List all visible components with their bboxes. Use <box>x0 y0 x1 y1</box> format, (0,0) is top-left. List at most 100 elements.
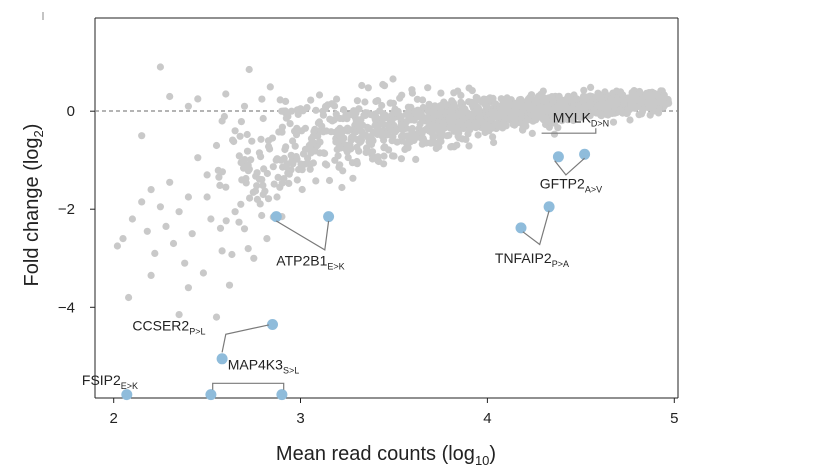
data-point <box>306 165 314 173</box>
data-point <box>263 169 271 178</box>
data-point <box>289 160 297 168</box>
data-point <box>378 101 386 110</box>
data-point <box>435 112 443 120</box>
data-point <box>491 121 499 129</box>
data-point <box>432 144 440 152</box>
data-point <box>293 155 301 163</box>
data-point <box>416 120 424 128</box>
data-point <box>612 98 621 106</box>
data-point <box>419 96 427 104</box>
data-point <box>242 174 250 183</box>
data-point <box>472 93 480 101</box>
data-point <box>368 155 377 163</box>
data-point <box>247 156 255 164</box>
data-point <box>430 108 438 116</box>
data-point <box>259 181 267 189</box>
data-point <box>374 97 382 105</box>
highlighted-point-atp2b1 <box>323 211 335 223</box>
data-point <box>419 134 427 142</box>
highlighted-point-fsip2 <box>121 389 133 401</box>
data-point <box>635 111 643 119</box>
data-point <box>257 135 265 143</box>
data-point <box>564 116 572 124</box>
data-point <box>310 127 318 135</box>
data-point <box>339 167 347 175</box>
data-point <box>125 293 133 302</box>
data-point <box>405 136 413 145</box>
data-point <box>398 91 406 99</box>
data-point <box>156 203 164 211</box>
data-point <box>369 128 377 137</box>
data-point <box>284 112 292 120</box>
data-point <box>263 235 271 243</box>
data-point <box>336 161 344 169</box>
data-point <box>393 138 401 146</box>
data-point <box>502 102 510 110</box>
data-point <box>613 87 621 95</box>
y-axis-ticks: 0 −2 −4 <box>58 103 95 316</box>
data-point <box>244 245 252 253</box>
leader-line-gftp2 <box>554 157 585 176</box>
data-point <box>629 104 638 112</box>
data-point <box>243 130 251 139</box>
data-point <box>447 122 456 130</box>
data-point <box>229 136 237 144</box>
data-point <box>321 160 329 168</box>
highlighted-point-ccser2 <box>216 353 228 365</box>
data-point <box>509 102 518 110</box>
data-point <box>270 180 278 188</box>
data-point <box>353 97 361 105</box>
data-point <box>358 81 366 90</box>
data-point <box>222 183 230 191</box>
data-point <box>346 126 354 134</box>
data-point <box>220 112 228 121</box>
data-point <box>489 133 497 141</box>
data-point <box>188 230 196 238</box>
data-point <box>253 169 261 177</box>
data-point <box>162 222 170 230</box>
data-point <box>522 122 530 130</box>
data-point <box>307 96 315 104</box>
data-point <box>166 178 174 186</box>
data-point <box>385 146 393 154</box>
gene-label-ccser2: CCSER2P>L <box>132 317 205 336</box>
data-point <box>258 95 266 103</box>
annotation-labels: MYLKD>N GFTP2A>V TNFAIP2P>A ATP2B1E>K CCSER2… <box>82 109 609 390</box>
data-point <box>417 110 425 118</box>
data-point <box>218 247 226 255</box>
highlighted-point-ccser2 <box>267 319 278 330</box>
data-point <box>367 111 375 119</box>
data-point <box>636 96 644 104</box>
data-point <box>306 160 314 168</box>
data-point <box>259 114 267 123</box>
data-point <box>349 174 357 182</box>
data-point <box>591 107 599 115</box>
data-point <box>367 148 375 156</box>
data-point <box>207 215 215 223</box>
data-point <box>281 145 289 154</box>
data-point <box>587 83 595 91</box>
data-point <box>286 120 294 128</box>
data-point <box>357 121 365 129</box>
data-point <box>113 242 121 250</box>
data-point <box>644 93 652 101</box>
data-point <box>307 149 315 157</box>
gene-label-fsip2: FSIP2E>K <box>82 372 138 391</box>
data-point <box>240 102 249 110</box>
data-point <box>245 65 253 74</box>
data-point <box>312 177 320 185</box>
data-point <box>550 130 559 138</box>
data-point <box>199 269 207 277</box>
data-point <box>563 105 571 113</box>
data-point <box>215 173 223 181</box>
data-point <box>471 109 479 117</box>
data-point <box>291 142 299 150</box>
data-point <box>222 217 230 225</box>
data-point <box>147 271 155 279</box>
data-point <box>412 155 420 163</box>
data-point <box>298 127 306 135</box>
data-point <box>437 89 445 97</box>
data-point <box>377 119 385 127</box>
data-point <box>515 109 523 117</box>
